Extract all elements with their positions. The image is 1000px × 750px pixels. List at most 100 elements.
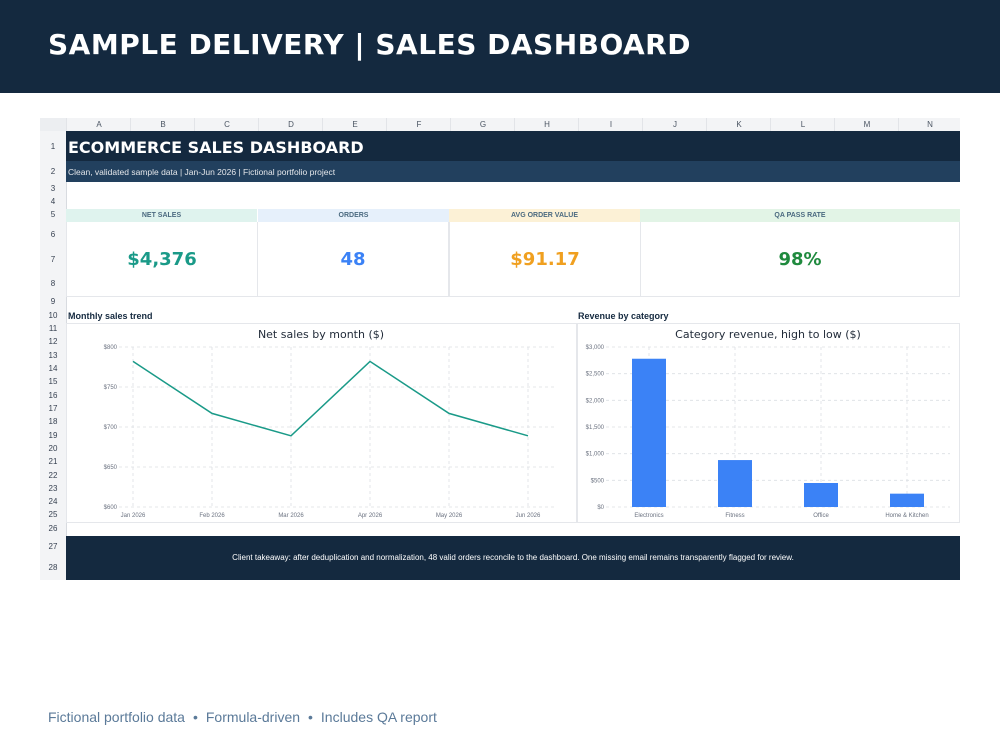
client-takeaway: Client takeaway: after deduplication and… [232,553,794,562]
line-chart: Net sales by month ($) $600 $650 $700 $750 $8… [104,328,557,519]
bottom-caption: Fictional portfolio data • Formula-driven •… [48,709,437,725]
kpi-card: 98% [640,222,960,297]
row-header[interactable]: 3 [50,184,56,193]
kpi-value: 48 [340,249,366,270]
row-header[interactable]: 23 [48,484,58,493]
header-banner: SAMPLE DELIVERY | SALES DASHBOARD [0,0,1000,93]
row-header[interactable]: 4 [50,197,56,206]
x-tick-label: May 2026 [436,513,463,519]
y-tick-label: $650 [104,465,118,471]
kpi-card: 48 [257,222,449,297]
y-tick-label: $750 [104,385,118,391]
dashboard-title: ECOMMERCE SALES DASHBOARD [68,138,364,157]
bar [632,358,666,507]
column-header[interactable]: N [898,118,961,131]
row-header[interactable]: 27 [48,542,58,551]
row-header[interactable]: 1 [50,142,56,151]
takeaway-band: Client takeaway: after deduplication and… [66,536,960,580]
caption-item: Formula-driven [205,709,301,725]
x-tick-label: Jun 2026 [516,513,541,519]
bar-chart-title: Category revenue, high to low ($) [675,328,861,341]
bar [890,493,924,507]
row-header[interactable]: 11 [48,324,58,333]
row-header[interactable]: 22 [48,471,58,480]
sheet-grid[interactable]: ECOMMERCE SALES DASHBOARD Clean, validat… [66,131,960,580]
column-header[interactable]: B [130,118,195,131]
row-header[interactable]: 12 [48,337,58,346]
x-tick-label: Home & Kitchen [885,513,928,519]
row-header[interactable]: 10 [48,311,58,320]
kpi-card: $4,376 [66,222,258,297]
y-tick-label: $3,000 [586,345,605,351]
column-header[interactable]: M [834,118,899,131]
kpi-value: $91.17 [510,249,580,270]
column-header[interactable]: K [706,118,771,131]
row-header[interactable]: 8 [50,279,56,288]
x-tick-label: Feb 2026 [199,513,225,519]
row-header[interactable]: 14 [48,364,58,373]
kpi-label: NET SALES [66,209,257,222]
select-all-corner[interactable] [40,118,66,131]
column-header[interactable]: A [66,118,131,131]
bar-chart-panel[interactable]: Category revenue, high to low ($) $0 $500 $… [577,323,960,523]
bar [804,483,838,507]
series-line [132,360,529,437]
caption-separator: • [192,709,198,725]
y-tick-label: $800 [104,345,118,351]
y-tick-label: $2,000 [586,398,605,404]
row-header[interactable]: 13 [48,351,58,360]
y-tick-label: $600 [104,505,118,511]
kpi-label: AVG ORDER VALUE [449,209,640,222]
row-header[interactable]: 2 [50,167,56,176]
y-tick-label: $1,000 [586,452,605,458]
caption-separator: • [308,709,313,725]
row-header[interactable]: 21 [48,457,58,466]
x-tick-label: Apr 2026 [358,513,383,519]
x-tick-label: Fitness [725,513,744,519]
row-header[interactable]: 20 [48,444,58,453]
kpi-label: ORDERS [258,209,449,222]
row-headers: 1 2 3 4 5 6 7 8 9 10 11 12 13 14 15 16 17 18 19 20 21 22 23 24 2… [40,131,67,580]
column-header[interactable]: I [578,118,643,131]
trend-chart-label: Monthly sales trend [68,311,153,321]
column-header[interactable]: L [770,118,835,131]
row-header[interactable]: 16 [48,391,58,400]
y-tick-label: $1,500 [586,425,605,431]
row-header[interactable]: 17 [48,404,58,413]
kpi-value: 98% [778,249,822,270]
row-header[interactable]: 9 [50,297,56,306]
column-header[interactable]: E [322,118,387,131]
caption-item: Fictional portfolio data [48,709,185,725]
row-header[interactable]: 26 [48,524,58,533]
column-header[interactable]: D [258,118,323,131]
y-tick-label: $2,500 [586,372,605,378]
row-header[interactable]: 6 [50,230,56,239]
row-header[interactable]: 19 [48,431,58,440]
category-chart-label: Revenue by category [578,311,669,321]
row-header[interactable]: 24 [48,497,58,506]
dashboard-title-band: ECOMMERCE SALES DASHBOARD [66,131,960,161]
x-tick-label: Mar 2026 [278,513,304,519]
column-header[interactable]: C [194,118,259,131]
y-tick-label: $700 [104,425,118,431]
column-header[interactable]: H [514,118,579,131]
y-tick-label: $0 [597,505,604,511]
column-header[interactable]: F [386,118,451,131]
row-header[interactable]: 25 [48,510,58,519]
bar [718,460,752,507]
column-header[interactable]: G [450,118,515,131]
row-header[interactable]: 28 [48,563,58,572]
page-title: SAMPLE DELIVERY | SALES DASHBOARD [48,28,691,61]
row-header[interactable]: 18 [48,417,58,426]
column-header[interactable]: J [642,118,707,131]
caption-item: Includes QA report [320,709,437,725]
row-header[interactable]: 7 [50,255,56,264]
x-tick-label: Office [813,513,829,519]
kpi-card: $91.17 [449,222,641,297]
dashboard-subtitle: Clean, validated sample data | Jan-Jun 2… [68,167,336,177]
row-header[interactable]: 5 [50,210,56,219]
line-chart-title: Net sales by month ($) [258,328,384,341]
row-header[interactable]: 15 [48,377,58,386]
line-chart-panel[interactable]: Net sales by month ($) $600 $650 $700 $750 $8… [66,323,577,523]
